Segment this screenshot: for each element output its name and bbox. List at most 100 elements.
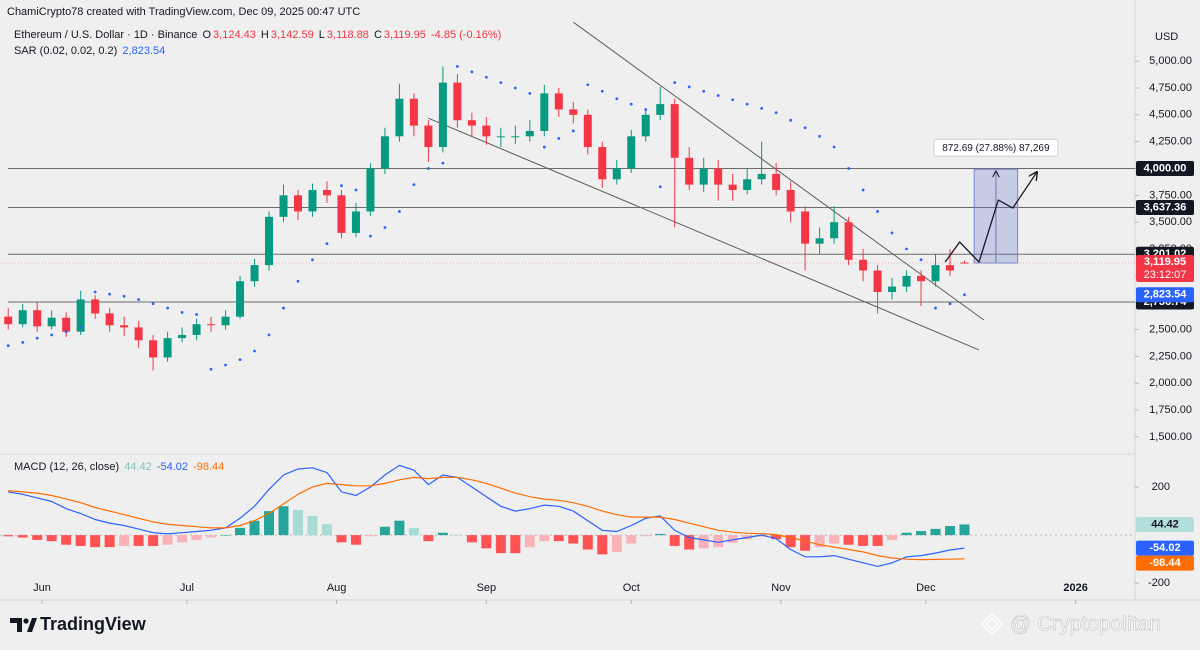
- sar-dot: [122, 294, 126, 298]
- sar-name: SAR (0.02, 0.02, 0.2): [14, 45, 118, 57]
- histogram-bar: [539, 535, 550, 542]
- y-tick-label: 2,250.00: [1149, 350, 1192, 362]
- candle-body: [4, 316, 13, 325]
- sar-dot: [108, 292, 112, 296]
- candle-body: [308, 189, 317, 212]
- signal-value: -98.44: [193, 461, 225, 473]
- histogram-bar: [206, 535, 217, 538]
- histogram-bar: [843, 535, 854, 545]
- histogram-bar: [104, 535, 115, 548]
- sar-dot: [325, 242, 329, 246]
- sar-dot: [195, 313, 198, 316]
- axis-badge-label: 3,637.36: [1144, 201, 1187, 213]
- x-tick-label: Nov: [771, 582, 791, 594]
- candle-body: [888, 286, 897, 292]
- histogram-bar: [814, 535, 825, 548]
- candle-body: [207, 324, 216, 326]
- histogram-bar: [46, 535, 57, 542]
- candle-body: [598, 147, 607, 180]
- candle-body: [873, 270, 882, 292]
- candle-body: [337, 195, 346, 233]
- sar-dot: [571, 129, 575, 133]
- sar-dot: [832, 145, 836, 149]
- histogram-bar: [437, 532, 448, 536]
- ohlc-value: 3,124.43: [213, 29, 256, 41]
- sar-dot: [383, 226, 387, 229]
- y-tick-label: 1,750.00: [1149, 404, 1192, 416]
- sar-legend: SAR (0.02, 0.02, 0.2) 2,823.54: [14, 45, 167, 57]
- candle-body: [366, 168, 375, 212]
- y-tick-label: 4,500.00: [1149, 109, 1192, 121]
- sar-dot: [615, 97, 619, 101]
- sar-dot: [528, 91, 532, 95]
- candle-body: [859, 259, 868, 271]
- sar-dot: [745, 102, 749, 106]
- histogram-bar: [611, 535, 622, 552]
- axis-badge-label: 2,823.54: [1144, 289, 1188, 301]
- histogram-bar: [582, 535, 593, 550]
- candle-body: [467, 120, 476, 126]
- candle-body: [757, 173, 766, 180]
- candle-body: [496, 136, 505, 138]
- candle-body: [656, 104, 665, 115]
- last-price-label: 3,119.95: [1144, 256, 1186, 268]
- histogram-bar: [148, 535, 159, 546]
- sar-dot: [180, 310, 184, 314]
- histogram-bar: [785, 535, 796, 548]
- histogram-bar: [510, 535, 521, 554]
- ohlc-key: L: [318, 29, 325, 41]
- sar-dot: [600, 89, 604, 93]
- sar-dot: [209, 367, 213, 371]
- ohlc-value: 3,142.59: [270, 29, 314, 41]
- projection-path: [944, 172, 1037, 264]
- axis-badge-label: 4,000.00: [1144, 162, 1187, 174]
- candle-body: [844, 222, 853, 260]
- candle-body: [482, 125, 491, 137]
- candle-body: [627, 136, 636, 169]
- histogram-bar: [3, 535, 14, 537]
- sar-dot: [963, 293, 966, 297]
- change: -4.85 (-0.16%): [431, 29, 502, 41]
- candle-body: [641, 114, 650, 137]
- x-tick-label: Sep: [477, 582, 497, 594]
- axis-badge-label: -54.02: [1149, 542, 1180, 554]
- sar-dot: [716, 94, 720, 97]
- histogram-bar: [553, 535, 564, 542]
- x-tick-label: 2026: [1063, 582, 1087, 594]
- histogram-bar: [959, 524, 970, 536]
- histogram-bar: [235, 527, 246, 536]
- histogram-bar: [278, 506, 289, 536]
- axis-badge: [1136, 540, 1194, 556]
- histogram-bar: [466, 535, 477, 543]
- histogram-bar: [307, 515, 318, 536]
- macd-value: -54.02: [156, 461, 189, 473]
- candle-body: [743, 179, 752, 190]
- sar-dot: [890, 231, 894, 235]
- candle-body: [670, 104, 679, 158]
- histogram-bar: [655, 533, 666, 536]
- sar-dot: [64, 330, 68, 334]
- sar-dot: [789, 118, 793, 122]
- sar-dot: [919, 258, 923, 262]
- histogram-bar: [350, 535, 361, 545]
- sar-dot: [948, 302, 952, 306]
- histogram-bar: [481, 535, 492, 549]
- histogram-bar: [800, 535, 811, 551]
- candle-body: [134, 327, 143, 341]
- axis-badge-label: 3,201.02: [1144, 248, 1187, 260]
- sar-dot: [557, 137, 561, 140]
- candle-body: [554, 93, 563, 110]
- candle-body: [409, 98, 418, 126]
- sar-dot: [35, 336, 39, 340]
- sar-dot: [470, 70, 474, 74]
- candle-body: [91, 299, 100, 314]
- histogram-bar: [901, 532, 912, 536]
- candle-body: [931, 265, 940, 282]
- candle-body: [250, 265, 259, 282]
- sar-dot: [166, 306, 169, 310]
- histogram-bar: [887, 535, 898, 540]
- candle-body: [105, 313, 114, 326]
- histogram-bar: [495, 535, 506, 554]
